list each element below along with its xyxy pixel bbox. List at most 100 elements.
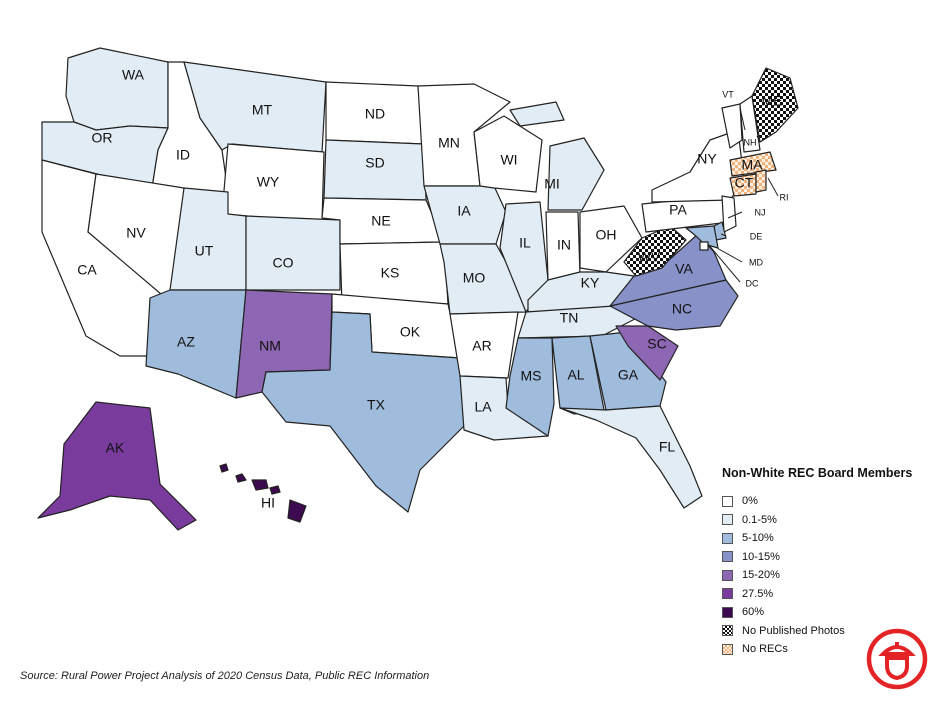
legend-title: Non-White REC Board Members bbox=[722, 466, 913, 480]
legend-label: 10-15% bbox=[742, 550, 780, 563]
legend-label: No Published Photos bbox=[742, 624, 845, 637]
state-label-la: LA bbox=[474, 399, 492, 415]
legend-label: No RECs bbox=[742, 643, 788, 656]
state-label-mn: MN bbox=[438, 135, 460, 151]
legend-swatch bbox=[722, 625, 733, 637]
state-label-wv: WV bbox=[638, 249, 661, 265]
legend-label: 0.1-5% bbox=[742, 513, 777, 526]
source-note: Source: Rural Power Project Analysis of … bbox=[20, 670, 430, 682]
state-md bbox=[685, 225, 719, 249]
acorn-logo-icon bbox=[866, 628, 928, 690]
legend-swatch bbox=[722, 514, 733, 526]
state-label-wi: WI bbox=[500, 152, 517, 168]
state-co bbox=[245, 215, 341, 291]
state-ny bbox=[651, 129, 745, 203]
state-label-mt: MT bbox=[252, 102, 273, 118]
legend-item: 15-20% bbox=[722, 566, 932, 585]
state-label-ar: AR bbox=[472, 338, 491, 354]
state-label-ia: IA bbox=[457, 203, 471, 219]
state-label-ga: GA bbox=[618, 367, 639, 383]
state-mi bbox=[509, 101, 605, 211]
legend-item: 27.5% bbox=[722, 585, 932, 604]
state-label-ct: CT bbox=[735, 175, 754, 191]
legend-label: 5-10% bbox=[742, 532, 774, 545]
state-ri bbox=[755, 169, 767, 193]
state-label-ca: CA bbox=[77, 262, 97, 278]
legend-item: No RECs bbox=[722, 640, 932, 659]
state-label-nd: ND bbox=[365, 106, 385, 122]
state-tx bbox=[261, 311, 467, 513]
state-az bbox=[145, 289, 247, 399]
state-label-de: DE bbox=[750, 231, 763, 241]
state-label-tx: TX bbox=[367, 397, 386, 413]
state-label-fl: FL bbox=[659, 439, 676, 455]
legend-swatch bbox=[722, 532, 733, 544]
state-label-sd: SD bbox=[365, 155, 384, 171]
legend-item: 60% bbox=[722, 603, 932, 622]
state-label-wa: WA bbox=[122, 67, 145, 83]
legend-swatch bbox=[722, 643, 733, 655]
state-label-ok: OK bbox=[400, 324, 421, 340]
state-nj bbox=[721, 195, 737, 233]
state-label-wy: WY bbox=[257, 174, 280, 190]
state-label-nh: NH bbox=[744, 137, 757, 147]
legend-item: 0.1-5% bbox=[722, 511, 932, 530]
legend-item: 0% bbox=[722, 492, 932, 511]
state-label-ak: AK bbox=[106, 440, 125, 456]
state-label-in: IN bbox=[557, 237, 571, 253]
legend: Non-White REC Board Members 0% 0.1-5% 5-10… bbox=[722, 466, 932, 659]
legend-item: 10-15% bbox=[722, 548, 932, 567]
legend-item: 5-10% bbox=[722, 529, 932, 548]
state-label-ks: KS bbox=[381, 265, 400, 281]
state-label-me: ME bbox=[762, 93, 783, 109]
legend-swatch bbox=[722, 551, 733, 563]
state-label-nj: NJ bbox=[755, 207, 766, 217]
state-label-ut: UT bbox=[195, 243, 214, 259]
state-label-ne: NE bbox=[371, 213, 390, 229]
legend-label: 60% bbox=[742, 606, 765, 619]
state-label-ny: NY bbox=[697, 151, 717, 167]
state-label-mi: MI bbox=[544, 176, 560, 192]
state-label-pa: PA bbox=[669, 202, 687, 218]
state-label-or: OR bbox=[92, 130, 113, 146]
state-label-vt: VT bbox=[722, 89, 734, 99]
state-label-nm: NM bbox=[259, 338, 281, 354]
state-label-tn: TN bbox=[560, 310, 579, 326]
legend-swatch bbox=[722, 495, 733, 507]
state-label-ky: KY bbox=[581, 275, 600, 291]
state-label-md: MD bbox=[749, 257, 763, 267]
state-vt bbox=[721, 103, 743, 149]
state-label-ma: MA bbox=[742, 157, 764, 173]
state-label-al: AL bbox=[567, 367, 584, 383]
legend-label: 15-20% bbox=[742, 569, 780, 582]
state-label-ms: MS bbox=[521, 368, 542, 384]
state-hi bbox=[219, 463, 307, 523]
leader-lines bbox=[707, 107, 779, 283]
state-label-mo: MO bbox=[463, 270, 486, 286]
state-label-il: IL bbox=[519, 235, 531, 251]
state-sc bbox=[615, 325, 679, 381]
state-fl bbox=[559, 405, 703, 509]
state-label-id: ID bbox=[176, 147, 190, 163]
legend-swatch bbox=[722, 606, 733, 618]
state-label-az: AZ bbox=[177, 334, 195, 350]
state-tn bbox=[517, 305, 657, 339]
state-ct bbox=[729, 173, 757, 197]
state-wa bbox=[65, 47, 169, 131]
state-label-sc: SC bbox=[647, 336, 666, 352]
legend-item: No Published Photos bbox=[722, 622, 932, 641]
state-label-va: VA bbox=[675, 261, 693, 277]
state-ak bbox=[37, 401, 197, 531]
state-oh bbox=[579, 205, 643, 273]
state-dc bbox=[699, 241, 709, 251]
state-label-oh: OH bbox=[596, 227, 617, 243]
state-label-nc: NC bbox=[672, 301, 692, 317]
legend-swatch bbox=[722, 588, 733, 600]
legend-label: 27.5% bbox=[742, 587, 774, 600]
state-nh bbox=[739, 95, 761, 153]
state-wv bbox=[623, 225, 687, 277]
state-label-dc: DC bbox=[746, 278, 759, 288]
legend-swatch bbox=[722, 569, 733, 581]
state-label-ri: RI bbox=[780, 192, 789, 202]
